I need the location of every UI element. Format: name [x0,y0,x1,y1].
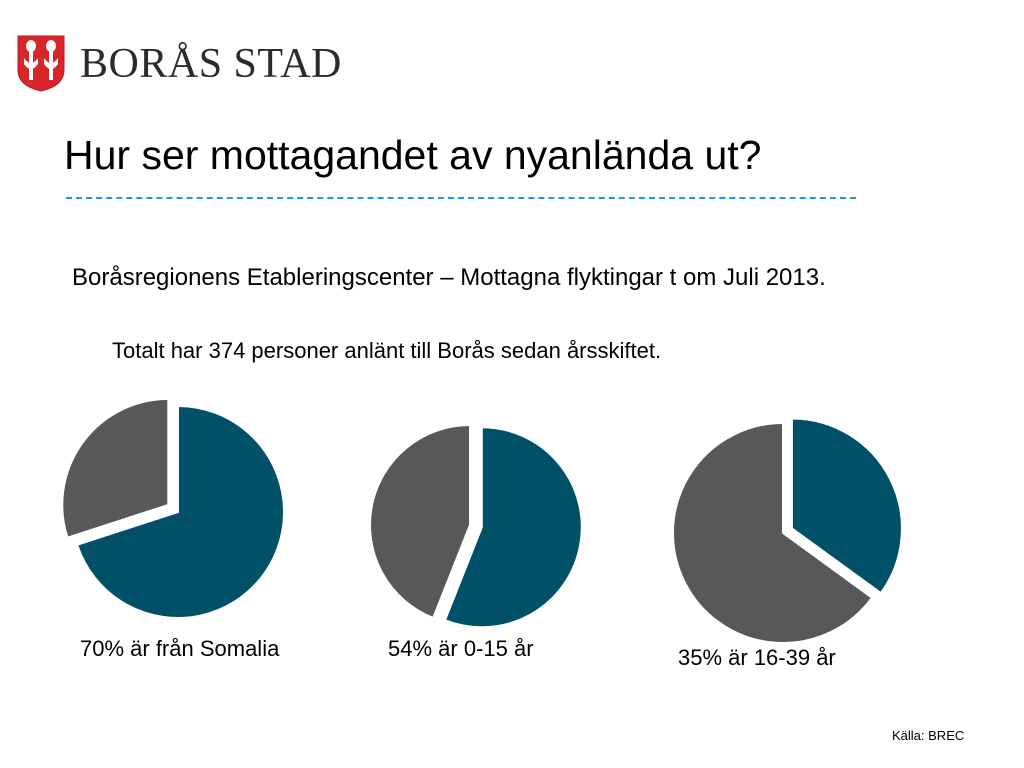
pie-label-age-16-39: 35% är 16-39 år [678,645,836,670]
logo-text: BORÅS STAD [80,41,342,87]
page-title: Hur ser mottagandet av nyanlända ut? [64,132,762,178]
pie-label-somalia: 70% är från Somalia [80,636,280,661]
pie-chart-somalia [61,400,285,619]
pie-chart-age-0-15 [369,423,583,629]
total-text: Totalt har 374 personer anlänt till Borå… [112,338,662,363]
pie-slice-2-1 [672,421,874,644]
pie-slice-2-0 [790,417,903,595]
pie-slice-0-0 [75,404,285,619]
title-divider [66,197,856,199]
subtitle: Boråsregionens Etableringscenter – Motta… [72,264,826,291]
pie-slice-1-0 [443,426,583,629]
pie-slice-1-1 [369,423,471,620]
pie-slice-0-1 [61,400,170,539]
source-note: Källa: BREC [892,728,965,743]
pie-label-age-0-15: 54% är 0-15 år [388,636,534,661]
pie-chart-age-16-39 [672,417,903,644]
borasstad-logo: BORÅS STAD [16,34,341,94]
coat-of-arms-icon [17,35,65,92]
